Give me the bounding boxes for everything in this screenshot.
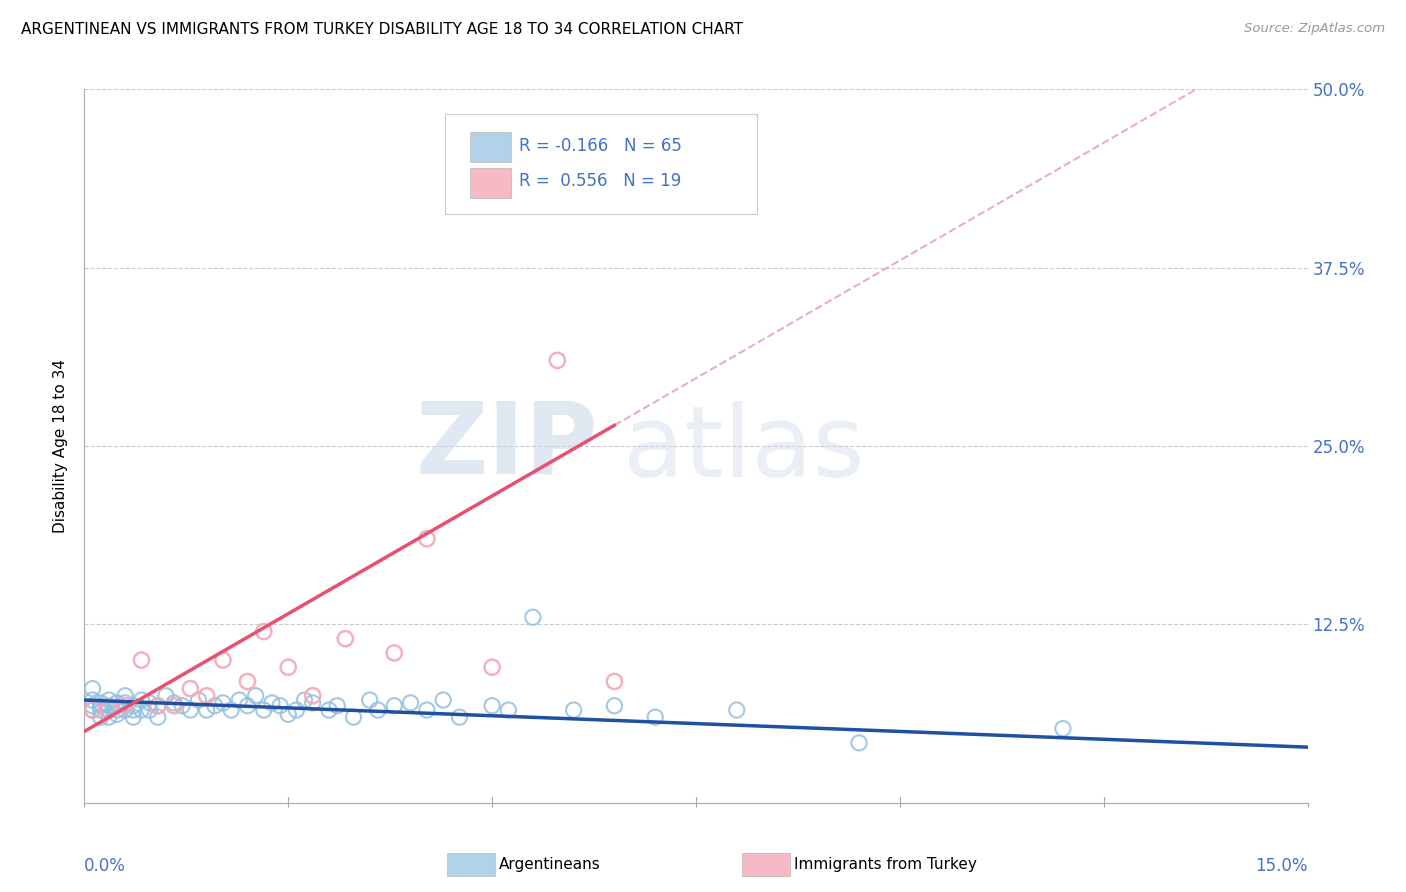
Point xyxy=(138,703,160,717)
Point xyxy=(432,693,454,707)
Point xyxy=(228,693,250,707)
Point xyxy=(382,646,405,660)
Y-axis label: Disability Age 18 to 34: Disability Age 18 to 34 xyxy=(53,359,69,533)
Point xyxy=(481,660,503,674)
Point xyxy=(1052,722,1074,736)
Point xyxy=(131,703,153,717)
Point xyxy=(522,610,544,624)
Point xyxy=(122,698,145,713)
Point xyxy=(285,703,308,717)
Point xyxy=(416,703,439,717)
Point xyxy=(155,689,177,703)
Point xyxy=(562,703,585,717)
Point xyxy=(114,689,136,703)
Point xyxy=(236,698,259,713)
Point xyxy=(146,698,169,713)
Point xyxy=(138,696,160,710)
Point xyxy=(90,696,112,710)
Point xyxy=(382,698,405,713)
Point xyxy=(416,532,439,546)
Point xyxy=(359,693,381,707)
Point xyxy=(146,710,169,724)
Point xyxy=(342,710,364,724)
Point xyxy=(498,703,520,717)
Point xyxy=(253,624,276,639)
Point xyxy=(90,698,112,713)
Point xyxy=(301,696,323,710)
Point xyxy=(97,703,120,717)
Point xyxy=(260,696,283,710)
Point xyxy=(105,707,128,722)
Point xyxy=(131,653,153,667)
Point xyxy=(105,696,128,710)
FancyBboxPatch shape xyxy=(470,132,512,162)
Point xyxy=(146,698,169,713)
Point xyxy=(318,703,340,717)
Text: R =  0.556   N = 19: R = 0.556 N = 19 xyxy=(519,172,681,190)
Text: ZIP: ZIP xyxy=(415,398,598,494)
Point xyxy=(253,703,276,717)
Text: ARGENTINEAN VS IMMIGRANTS FROM TURKEY DISABILITY AGE 18 TO 34 CORRELATION CHART: ARGENTINEAN VS IMMIGRANTS FROM TURKEY DI… xyxy=(21,22,744,37)
Text: R = -0.166   N = 65: R = -0.166 N = 65 xyxy=(519,136,682,154)
Point xyxy=(114,703,136,717)
Point xyxy=(245,689,267,703)
Point xyxy=(326,698,349,713)
Point xyxy=(82,698,104,713)
Point xyxy=(172,698,194,713)
Point xyxy=(335,632,357,646)
Point xyxy=(603,674,626,689)
Point xyxy=(97,710,120,724)
Point xyxy=(97,693,120,707)
Text: atlas: atlas xyxy=(623,401,865,498)
Point xyxy=(114,696,136,710)
Point xyxy=(163,696,186,710)
Point xyxy=(644,710,666,724)
Point xyxy=(82,703,104,717)
Text: Argentineans: Argentineans xyxy=(499,857,600,871)
Point xyxy=(725,703,748,717)
Text: 0.0%: 0.0% xyxy=(84,857,127,875)
Point xyxy=(546,353,568,368)
Point xyxy=(269,698,291,713)
Point xyxy=(97,698,120,713)
Point xyxy=(131,693,153,707)
Text: 15.0%: 15.0% xyxy=(1256,857,1308,875)
Point xyxy=(219,703,242,717)
Point xyxy=(212,653,235,667)
Point xyxy=(603,698,626,713)
Point xyxy=(114,698,136,713)
Point xyxy=(122,710,145,724)
Point xyxy=(82,681,104,696)
Point xyxy=(179,703,201,717)
Point xyxy=(97,703,120,717)
Point xyxy=(212,696,235,710)
Point xyxy=(236,674,259,689)
Point xyxy=(187,693,209,707)
Point xyxy=(367,703,389,717)
Point xyxy=(204,698,226,713)
Point xyxy=(277,707,299,722)
Point xyxy=(848,736,870,750)
Point xyxy=(481,698,503,713)
Text: Source: ZipAtlas.com: Source: ZipAtlas.com xyxy=(1244,22,1385,36)
Point xyxy=(195,703,218,717)
Point xyxy=(399,696,422,710)
Point xyxy=(301,689,323,703)
Point xyxy=(277,660,299,674)
FancyBboxPatch shape xyxy=(470,168,512,198)
Point xyxy=(163,698,186,713)
Point xyxy=(105,703,128,717)
Point xyxy=(82,693,104,707)
Point xyxy=(179,681,201,696)
Point xyxy=(449,710,471,724)
FancyBboxPatch shape xyxy=(446,114,758,214)
Point xyxy=(294,693,316,707)
Point xyxy=(122,703,145,717)
Point xyxy=(90,710,112,724)
Point xyxy=(90,703,112,717)
Point xyxy=(195,689,218,703)
Point xyxy=(82,703,104,717)
Text: Immigrants from Turkey: Immigrants from Turkey xyxy=(794,857,977,871)
